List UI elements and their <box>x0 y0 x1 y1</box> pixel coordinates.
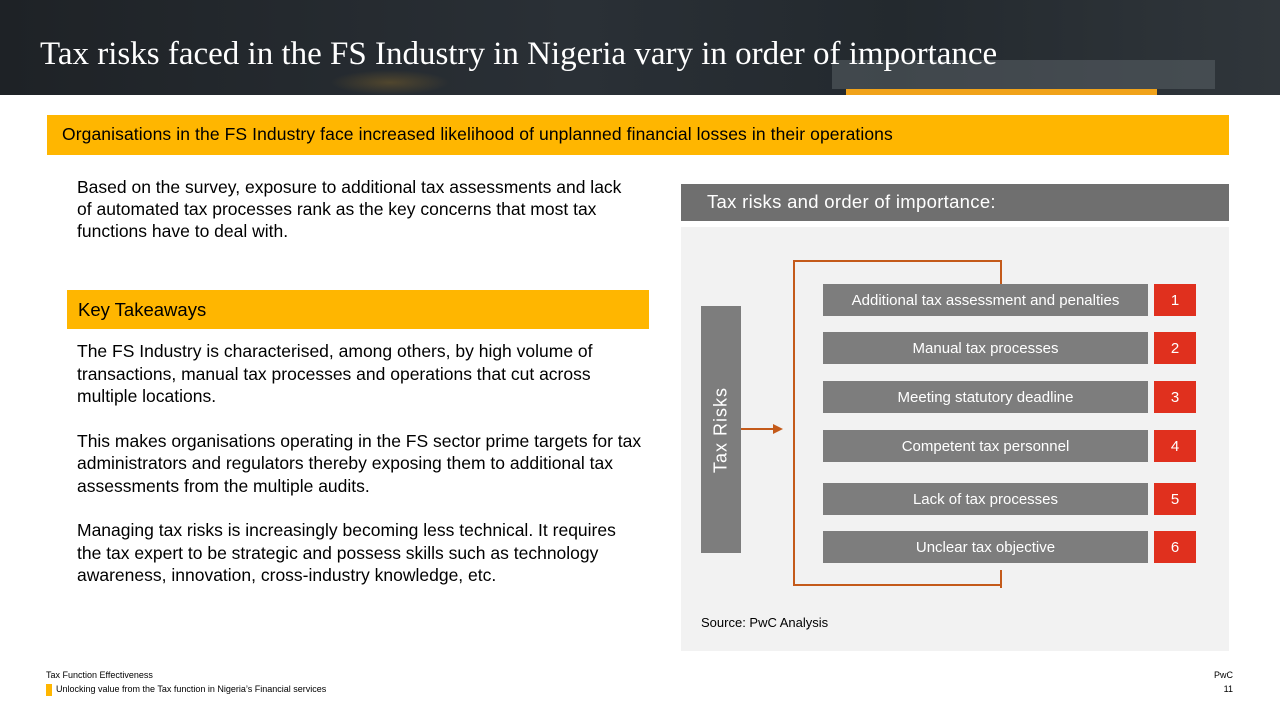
key-takeaways-body: The FS Industry is characterised, among … <box>77 340 642 609</box>
takeaway-paragraph: Managing tax risks is increasingly becom… <box>77 520 616 585</box>
footer-report-title: Tax Function Effectiveness <box>46 670 153 680</box>
risk-item-5: Lack of tax processes <box>823 483 1148 515</box>
key-takeaways-header: Key Takeaways <box>67 290 649 329</box>
risk-rank-6: 6 <box>1154 531 1196 563</box>
tax-risks-group-bar <box>701 306 741 553</box>
risk-bracket-tick-top <box>1000 260 1002 284</box>
risk-bracket <box>793 260 1000 586</box>
risk-item-3: Meeting statutory deadline <box>823 381 1148 413</box>
page-title: Tax risks faced in the FS Industry in Ni… <box>40 36 998 72</box>
takeaway-paragraph: The FS Industry is characterised, among … <box>77 341 593 406</box>
risk-rank-5: 5 <box>1154 483 1196 515</box>
risk-panel-header: Tax risks and order of importance: <box>681 184 1229 221</box>
risk-item-4: Competent tax personnel <box>823 430 1148 462</box>
risk-rank-1: 1 <box>1154 284 1196 316</box>
risk-item-2: Manual tax processes <box>823 332 1148 364</box>
header-decoration-accent <box>846 89 1157 95</box>
risk-rank-2: 2 <box>1154 332 1196 364</box>
footer-brand: PwC <box>1213 670 1233 680</box>
header-banner: Tax risks faced in the FS Industry in Ni… <box>0 0 1280 95</box>
risk-item-1: Additional tax assessment and penalties <box>823 284 1148 316</box>
footer-page-number: 11 <box>1223 684 1233 694</box>
key-message-banner: Organisations in the FS Industry face in… <box>47 115 1229 155</box>
risk-rank-3: 3 <box>1154 381 1196 413</box>
header-decoration-bar <box>832 60 1215 89</box>
risk-item-6: Unclear tax objective <box>823 531 1148 563</box>
key-message-text: Organisations in the FS Industry face in… <box>62 124 893 144</box>
risk-rank-4: 4 <box>1154 430 1196 462</box>
footer-accent-mark <box>46 684 52 696</box>
header-decoration-glow <box>330 70 450 95</box>
footer-report-subtitle: Unlocking value from the Tax function in… <box>56 684 327 694</box>
risk-panel-heading: Tax risks and order of importance: <box>707 191 996 212</box>
connector-arrow-head-icon <box>773 424 783 434</box>
tax-risks-group-label: Tax Risks <box>710 386 731 474</box>
key-takeaways-heading: Key Takeaways <box>78 299 207 320</box>
takeaway-paragraph: This makes organisations operating in th… <box>77 430 642 496</box>
source-note: Source: PwC Analysis <box>701 615 829 630</box>
risk-bracket-tick-bottom <box>1000 570 1002 588</box>
connector-arrow-line <box>741 428 775 430</box>
intro-paragraph: Based on the survey, exposure to additio… <box>77 177 622 241</box>
